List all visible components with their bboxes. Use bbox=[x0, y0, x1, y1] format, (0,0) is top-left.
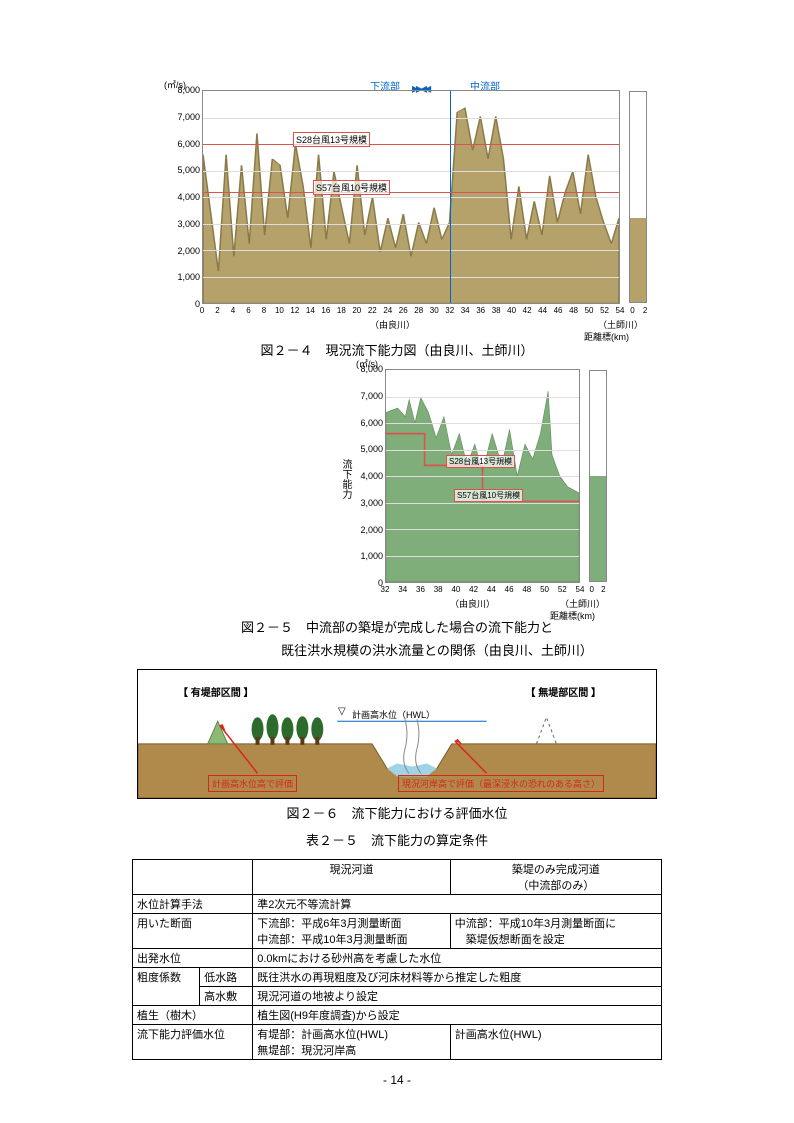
th-current: 現況河道 bbox=[253, 860, 451, 895]
x-main-label2: （由良川） bbox=[450, 597, 495, 610]
eval-nolevee-box: 現況河岸高で評価（最深浸水の恐れのある高さ） bbox=[398, 775, 604, 792]
eval-levee-box: 計画高水位高で評価 bbox=[208, 775, 297, 792]
levee-section-label: 【 有堤部区間 】 bbox=[178, 684, 254, 699]
side-strip2 bbox=[589, 370, 607, 582]
hwl-marker: ▽ bbox=[338, 706, 346, 717]
page-number: - 14 - bbox=[0, 1073, 794, 1087]
chart2-container: (㎥/s) 流下能力 01,0002,0003,0004,0005,0006,0… bbox=[360, 369, 640, 599]
chart1-container: (㎥/s) 下流部 ▸▸◂◂ 中流部 01,0002,0003,0004,000… bbox=[170, 90, 694, 320]
conditions-table: 現況河道 築堤のみ完成河道 （中流部のみ） 水位計算手法準2次元不等流計算用いた… bbox=[132, 859, 662, 1060]
y-title2: 流下能力 bbox=[338, 459, 353, 499]
caption-fig25b: 既往洪水規模の洪水流量との関係（由良川、土師川） bbox=[100, 640, 694, 659]
chart1-frame: 01,0002,0003,0004,0005,0006,0007,0008,00… bbox=[170, 90, 620, 320]
caption-fig25a: 図２－５ 中流部の築堤が完成した場合の流下能力と bbox=[100, 617, 694, 636]
no-levee-section-label: 【 無堤部区間 】 bbox=[525, 684, 601, 699]
hwl-label: 計画高水位（HWL） bbox=[352, 708, 435, 721]
caption-fig26: 図２－６ 流下能力における評価水位 bbox=[100, 803, 694, 822]
cross-section-diagram: 【 有堤部区間 】 【 無堤部区間 】 ▽ 計画高水位（HWL） 計画高水位高で… bbox=[137, 669, 657, 799]
side-strip bbox=[629, 91, 647, 303]
distance-label2: 距離標(km) bbox=[550, 609, 595, 622]
th-levee: 築堤のみ完成河道 （中流部のみ） bbox=[450, 860, 661, 895]
table-title: 表２－５ 流下能力の算定条件 bbox=[100, 830, 694, 849]
x-main-label: （由良川） bbox=[370, 318, 415, 331]
th-blank bbox=[133, 860, 253, 895]
distance-label: 距離標(km) bbox=[584, 330, 629, 343]
